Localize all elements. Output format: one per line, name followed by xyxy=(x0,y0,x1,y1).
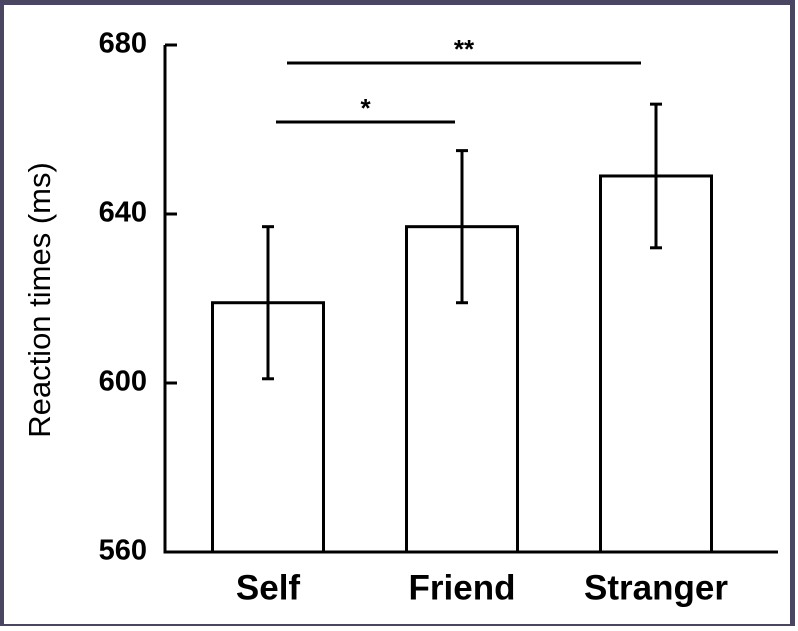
x-tick-label: Friend xyxy=(409,568,516,607)
x-tick-label: Stranger xyxy=(584,568,728,607)
y-tick-label: 560 xyxy=(99,535,147,567)
x-tick-label: Self xyxy=(236,568,301,607)
significance-label: ** xyxy=(454,34,475,64)
y-tick-label: 680 xyxy=(99,28,147,60)
y-tick-label: 640 xyxy=(99,197,147,229)
y-tick-label: 600 xyxy=(99,366,147,398)
y-axis-label: Reaction times (ms) xyxy=(22,162,57,438)
significance-label: * xyxy=(360,93,371,123)
